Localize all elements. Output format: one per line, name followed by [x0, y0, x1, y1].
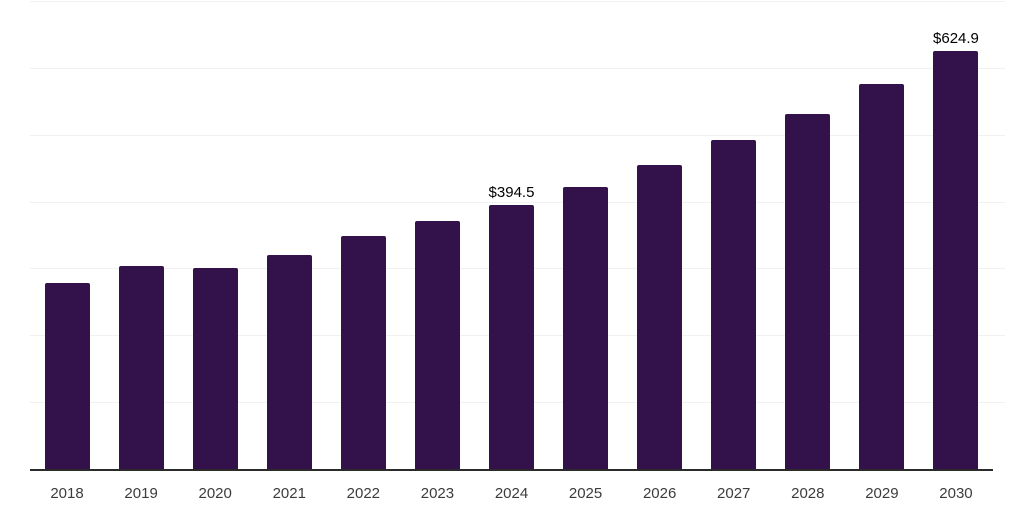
- bar-2030: [933, 51, 979, 469]
- bar-2025: [563, 186, 609, 469]
- bar-2021: [266, 255, 312, 469]
- bar-2026: [637, 164, 683, 469]
- x-tick-label-2018: 2018: [50, 485, 84, 502]
- bar-value-label-2030: $624.9: [933, 30, 979, 48]
- bar-2022: [340, 236, 386, 469]
- x-tick-label-2029: 2029: [865, 485, 899, 502]
- x-tick-label-2026: 2026: [642, 485, 677, 502]
- bar-2023: [414, 220, 460, 469]
- gridline: [30, 134, 1005, 136]
- bar-2024: [489, 205, 534, 469]
- bar-2028: [785, 113, 831, 469]
- x-tick-label-2027: 2027: [717, 485, 751, 502]
- bar-2018: [44, 283, 90, 469]
- x-tick-label-2020: 2020: [198, 485, 232, 502]
- x-axis-line: [30, 469, 993, 471]
- bar-2027: [711, 140, 757, 469]
- bar-value-label-2024: $394.5: [488, 184, 535, 202]
- x-tick-label-2019: 2019: [124, 485, 158, 502]
- bar-2019: [118, 265, 164, 469]
- x-tick-label-2028: 2028: [791, 485, 825, 502]
- x-tick-label-2024: 2024: [494, 485, 529, 502]
- x-tick-label-2030: 2030: [939, 485, 973, 502]
- x-tick-label-2023: 2023: [420, 485, 455, 502]
- x-tick-label-2022: 2022: [346, 485, 381, 502]
- bar-2029: [859, 83, 905, 469]
- x-tick-label-2025: 2025: [568, 485, 603, 502]
- bar-2020: [192, 268, 238, 469]
- gridline: [30, 1, 1005, 2]
- gridline: [30, 201, 1005, 203]
- gridline: [30, 67, 1005, 69]
- x-tick-label-2021: 2021: [272, 485, 306, 502]
